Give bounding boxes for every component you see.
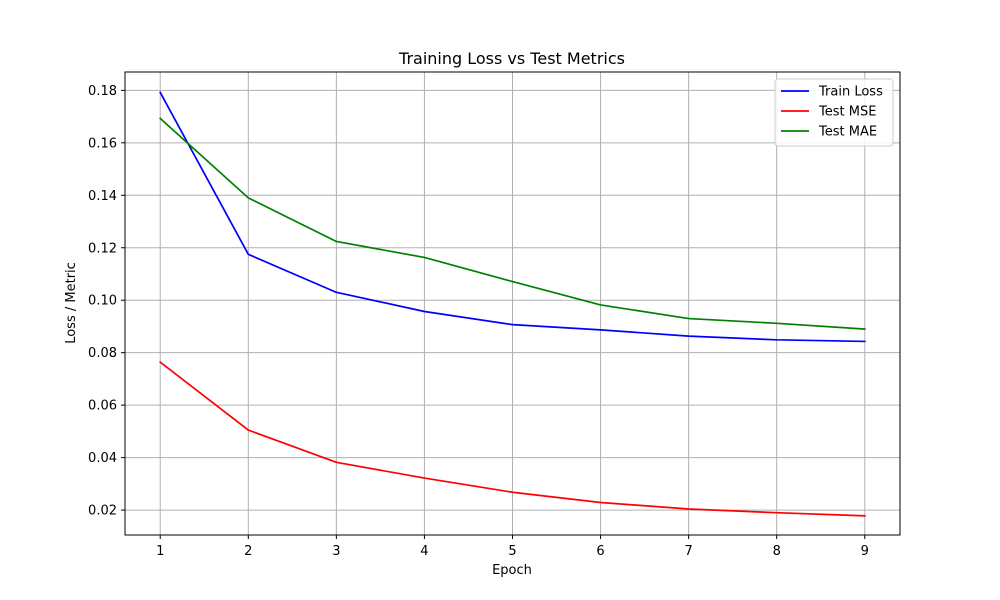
y-tick-label: 0.12: [88, 241, 117, 256]
x-tick-label: 8: [773, 544, 781, 559]
y-tick-label: 0.14: [88, 189, 117, 204]
series-line-test-mse: [159, 360, 866, 517]
x-tick-label: 9: [861, 544, 869, 559]
series-lines: [159, 91, 866, 517]
x-tick-label: 3: [332, 544, 340, 559]
y-tick-label: 0.04: [88, 451, 117, 466]
grid: [125, 72, 900, 535]
y-tick-label: 0.08: [88, 346, 117, 361]
legend-box: [774, 78, 894, 147]
x-tick-label: 4: [420, 544, 428, 559]
axis-ticks: 1 2 3 4 5 6 7 8 9 0.02 0.04 0.06 0.08 0.10 0.12 0.14 0.1…: [88, 84, 869, 559]
x-tick-label: 7: [684, 544, 692, 559]
legend: Train Loss Test MSE Test MAE: [774, 78, 894, 147]
y-tick-label: 0.18: [88, 84, 117, 99]
x-axis-label: Epoch: [492, 563, 532, 578]
y-tick-label: 0.02: [88, 504, 117, 519]
x-tick-label: 6: [596, 544, 604, 559]
x-tick-label: 5: [508, 544, 516, 559]
y-tick-label: 0.06: [88, 399, 117, 414]
legend-label-test-mae: Test MAE: [818, 125, 877, 140]
chart-title: Training Loss vs Test Metrics: [398, 49, 625, 68]
series-line-test-mae: [159, 117, 866, 330]
legend-label-train-loss: Train Loss: [818, 85, 883, 100]
y-tick-label: 0.10: [88, 294, 117, 309]
legend-label-test-mse: Test MSE: [818, 105, 876, 120]
y-tick-label: 0.16: [88, 136, 117, 151]
y-axis-label: Loss / Metric: [64, 262, 79, 344]
series-line-train-loss: [159, 91, 866, 343]
x-tick-label: 1: [156, 544, 164, 559]
x-tick-label: 2: [244, 544, 252, 559]
